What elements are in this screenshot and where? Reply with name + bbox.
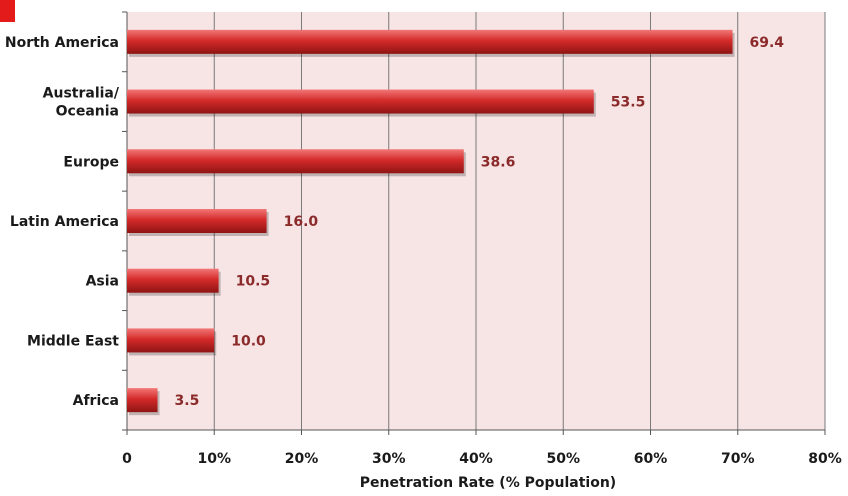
x-tick-label: 40% — [459, 451, 493, 467]
bar — [127, 29, 733, 54]
value-label: 3.5 — [175, 393, 200, 409]
bar — [127, 328, 215, 353]
value-label: 53.5 — [611, 95, 646, 111]
category-label: Africa — [73, 393, 119, 409]
x-tick-label: 30% — [372, 451, 406, 467]
value-label: 10.0 — [231, 333, 266, 349]
category-label: Latin America — [10, 214, 119, 230]
bar — [127, 268, 219, 293]
x-tick-label: 70% — [721, 451, 755, 467]
category-label: Australia/Oceania — [43, 86, 120, 120]
x-tick-label: 80% — [808, 451, 842, 467]
value-label: 16.0 — [284, 214, 319, 230]
x-axis-title: Penetration Rate (% Population) — [360, 475, 616, 491]
value-label: 10.5 — [236, 274, 271, 290]
bar — [127, 149, 464, 174]
bar — [127, 209, 267, 233]
category-label: Middle East — [27, 333, 119, 349]
bar — [127, 388, 158, 413]
value-label: 38.6 — [481, 154, 516, 170]
category-label: Asia — [86, 274, 119, 290]
x-tick-label: 0 — [122, 451, 132, 467]
x-tick-label: 60% — [634, 451, 668, 467]
value-label: 69.4 — [750, 35, 785, 51]
category-label: North America — [5, 35, 119, 51]
corner-mark — [0, 0, 15, 22]
x-tick-label: 10% — [197, 451, 231, 467]
bar — [127, 89, 594, 114]
x-tick-label: 50% — [546, 451, 580, 467]
category-label: Europe — [63, 154, 119, 170]
x-tick-label: 20% — [285, 451, 319, 467]
